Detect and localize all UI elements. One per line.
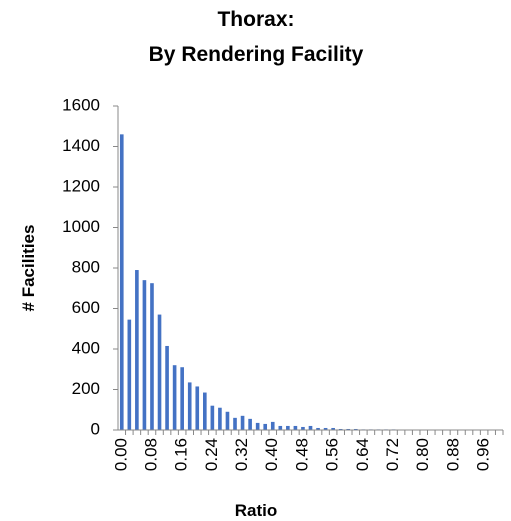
bar xyxy=(263,423,268,430)
bar xyxy=(323,427,328,430)
y-tick-label: 1400 xyxy=(62,136,100,155)
y-tick-label: 800 xyxy=(72,257,100,276)
bar xyxy=(233,417,237,430)
bar xyxy=(301,426,305,430)
x-tick-label: 0.80 xyxy=(413,438,432,471)
bar xyxy=(165,345,169,430)
bar xyxy=(346,428,351,430)
bar xyxy=(127,319,132,430)
x-tick-label: 0.16 xyxy=(172,438,191,471)
y-axis-title: # Facilities xyxy=(19,225,38,312)
x-tick-label: 0.00 xyxy=(111,438,130,471)
bar xyxy=(195,386,200,430)
bar xyxy=(338,428,343,430)
y-tick-label: 400 xyxy=(72,338,100,357)
x-tick-label: 0.72 xyxy=(383,438,402,471)
bar xyxy=(240,415,245,430)
bar xyxy=(248,418,252,430)
y-tick-label: 0 xyxy=(91,419,100,438)
bar xyxy=(270,421,275,430)
bar xyxy=(187,382,192,430)
bar xyxy=(331,427,335,430)
x-tick-label: 0.88 xyxy=(443,438,462,471)
bar xyxy=(119,134,124,430)
y-tick-label: 1600 xyxy=(62,95,100,114)
bar xyxy=(286,425,290,430)
bar xyxy=(150,283,154,430)
bar xyxy=(225,411,230,430)
x-tick-label: 0.96 xyxy=(474,438,493,471)
y-tick-label: 1000 xyxy=(62,217,100,236)
bar xyxy=(255,422,260,430)
bar xyxy=(172,365,177,430)
bar xyxy=(316,427,320,430)
bar xyxy=(142,280,147,430)
chart-title: By Rendering Facility xyxy=(149,43,364,66)
x-axis-title: Ratio xyxy=(235,501,278,520)
bar xyxy=(210,405,215,430)
x-tick-label: 0.56 xyxy=(323,438,342,471)
x-tick-label: 0.24 xyxy=(202,438,221,471)
x-tick-label: 0.32 xyxy=(232,438,251,471)
bar xyxy=(135,270,139,430)
bar xyxy=(308,425,313,430)
bar xyxy=(203,392,207,430)
x-tick-label: 0.40 xyxy=(262,438,281,471)
x-tick-label: 0.48 xyxy=(292,438,311,471)
chart-title: Thorax: xyxy=(217,8,294,31)
y-tick-label: 600 xyxy=(72,298,100,317)
x-tick-label: 0.64 xyxy=(353,438,372,471)
x-tick-label: 0.08 xyxy=(141,438,160,471)
y-tick-label: 1200 xyxy=(62,176,100,195)
bar xyxy=(353,428,358,430)
y-tick-label: 200 xyxy=(72,379,100,398)
bar xyxy=(293,425,298,430)
bar xyxy=(180,367,184,430)
bar xyxy=(218,407,222,430)
bar xyxy=(278,425,283,430)
bar xyxy=(157,314,162,430)
